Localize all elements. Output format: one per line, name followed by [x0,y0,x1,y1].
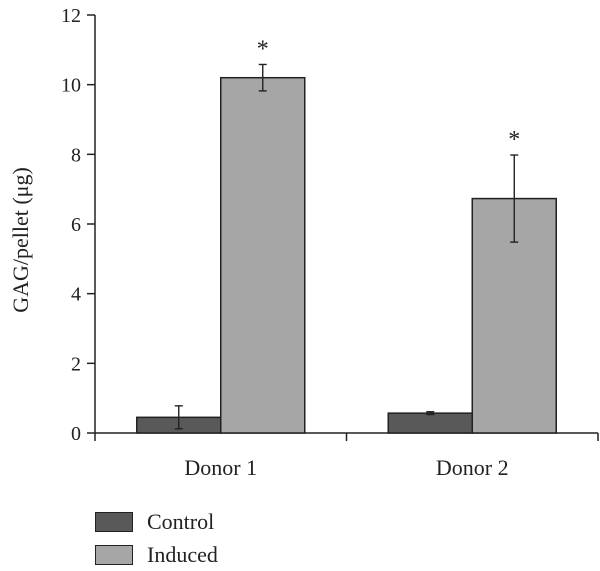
y-axis-title: GAG/pellet (μg) [8,167,33,313]
y-tick-label: 8 [71,144,81,166]
legend-label-induced: Induced [147,541,218,567]
legend: Control Induced [95,505,218,571]
y-axis: 0 2 4 6 8 10 12 [61,5,96,445]
bar-control-2 [387,412,473,434]
x-tick-label: Donor 2 [436,455,509,480]
y-tick-label: 0 [71,423,81,445]
y-tick-label: 6 [71,214,81,236]
significance-marker: * [508,127,520,153]
legend-label-control: Control [147,508,215,534]
x-tick-label: Donor 1 [184,455,257,480]
legend-item-induced: Induced [95,538,218,571]
legend-swatch-control [95,511,133,532]
bars: ** [136,36,557,434]
y-tick-label: 10 [61,75,81,97]
y-tick-label: 4 [71,284,81,306]
bar-induced-1 [220,76,306,434]
y-tick-label: 2 [71,353,81,375]
legend-swatch-induced [95,544,133,565]
significance-marker: * [257,36,269,62]
legend-item-control: Control [95,505,218,538]
y-tick-label: 12 [61,5,81,27]
x-axis: Donor 1 Donor 2 [94,432,599,480]
